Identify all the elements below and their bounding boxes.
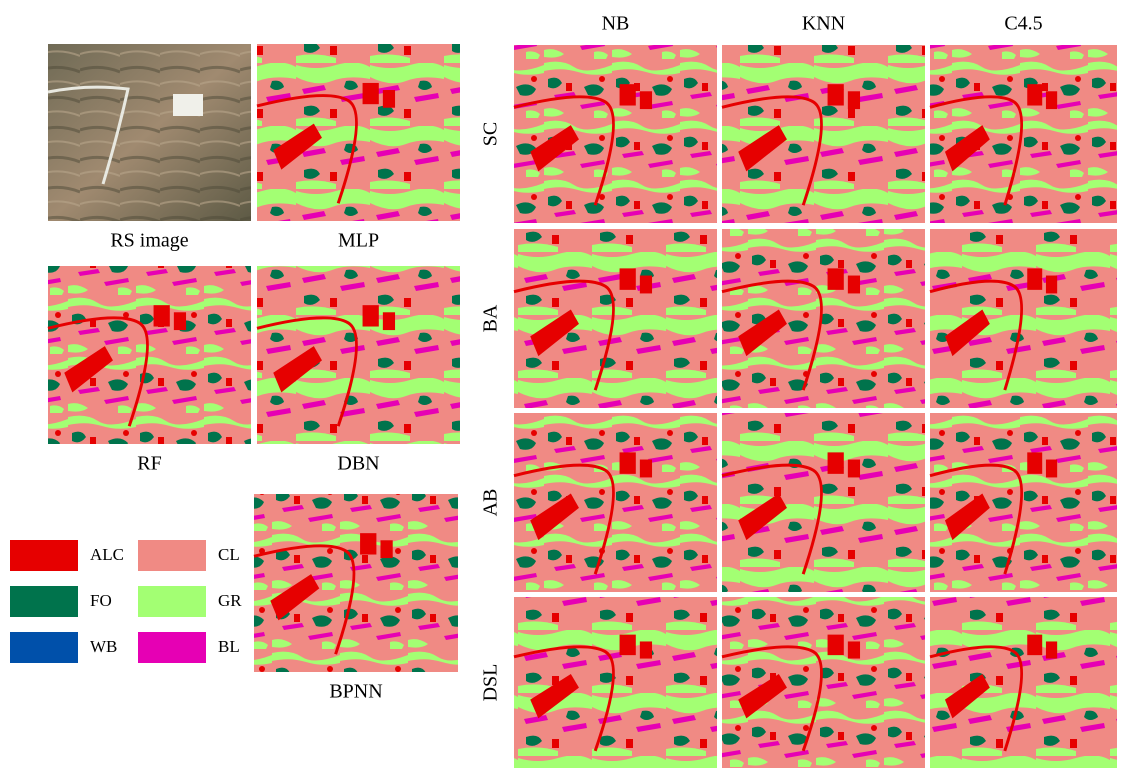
map-feature [640,460,652,478]
panel-label: DBN [337,453,379,475]
legend-swatch [138,586,206,617]
row-header: DSL [480,664,502,702]
map-feature [848,91,860,109]
classification-map [722,229,925,408]
map-feature [174,312,186,330]
figure: RS image MLP RF DBN BPNN ALC FO WB CL GR BL NB KNN C4… [0,0,1125,772]
legend-label: WB [90,637,117,656]
column-header: C4.5 [1004,13,1042,35]
classification-map [930,45,1117,223]
row-header: AB [480,489,502,517]
map-feature [640,641,652,658]
map-feature [363,83,379,104]
legend-swatch [138,540,206,571]
classification-map [514,229,717,408]
legend-label: ALC [90,545,124,564]
panel-label: MLP [338,230,379,252]
map-feature [828,268,844,289]
panel-label: BPNN [329,681,382,703]
rs-texture [48,44,251,221]
classification-map [514,413,717,592]
legend-swatch [10,586,78,617]
classification-map [722,597,925,768]
map-feature [380,540,392,558]
classification-map [722,45,925,223]
map-feature [848,276,860,294]
map-feature [383,90,395,108]
map-feature [620,268,636,289]
classification-map [254,494,458,672]
map-feature [620,452,636,473]
map-feature [640,91,652,109]
map-feature [1027,84,1042,105]
map-feature [640,276,652,294]
map-feature [1046,460,1057,478]
map-feature [383,312,395,330]
legend-label: BL [218,637,240,656]
map-feature [1027,452,1042,473]
legend-swatch [138,632,206,663]
map-feature [620,84,636,105]
map-feature [828,84,844,105]
classification-map [257,266,460,444]
classification-map [48,266,251,444]
map-feature [360,533,376,554]
map-feature [620,635,636,656]
row-header: SC [480,122,502,146]
classification-map [930,597,1117,768]
map-feature [848,641,860,658]
building [173,94,203,116]
map-feature [1027,635,1042,656]
panel-label: RF [137,453,161,475]
classification-map [930,229,1117,408]
classification-map [930,413,1117,592]
legend-label: GR [218,591,242,610]
map-feature [828,452,844,473]
classification-map [514,597,717,768]
classification-map [514,45,717,223]
map-feature [1046,641,1057,658]
legend-swatch [10,632,78,663]
column-header: NB [602,13,630,35]
classification-map [257,44,460,221]
classification-map [722,413,925,592]
column-header: KNN [802,13,845,35]
map-feature [828,635,844,656]
map-feature [1046,91,1057,109]
panel-label: RS image [110,230,188,252]
legend-label: FO [90,591,112,610]
map-feature [363,305,379,326]
legend-label: CL [218,545,240,564]
map-feature [154,305,170,326]
map-feature [1046,276,1057,294]
map-feature [1027,268,1042,289]
legend-swatch [10,540,78,571]
map-feature [848,460,860,478]
row-header: BA [480,304,502,332]
